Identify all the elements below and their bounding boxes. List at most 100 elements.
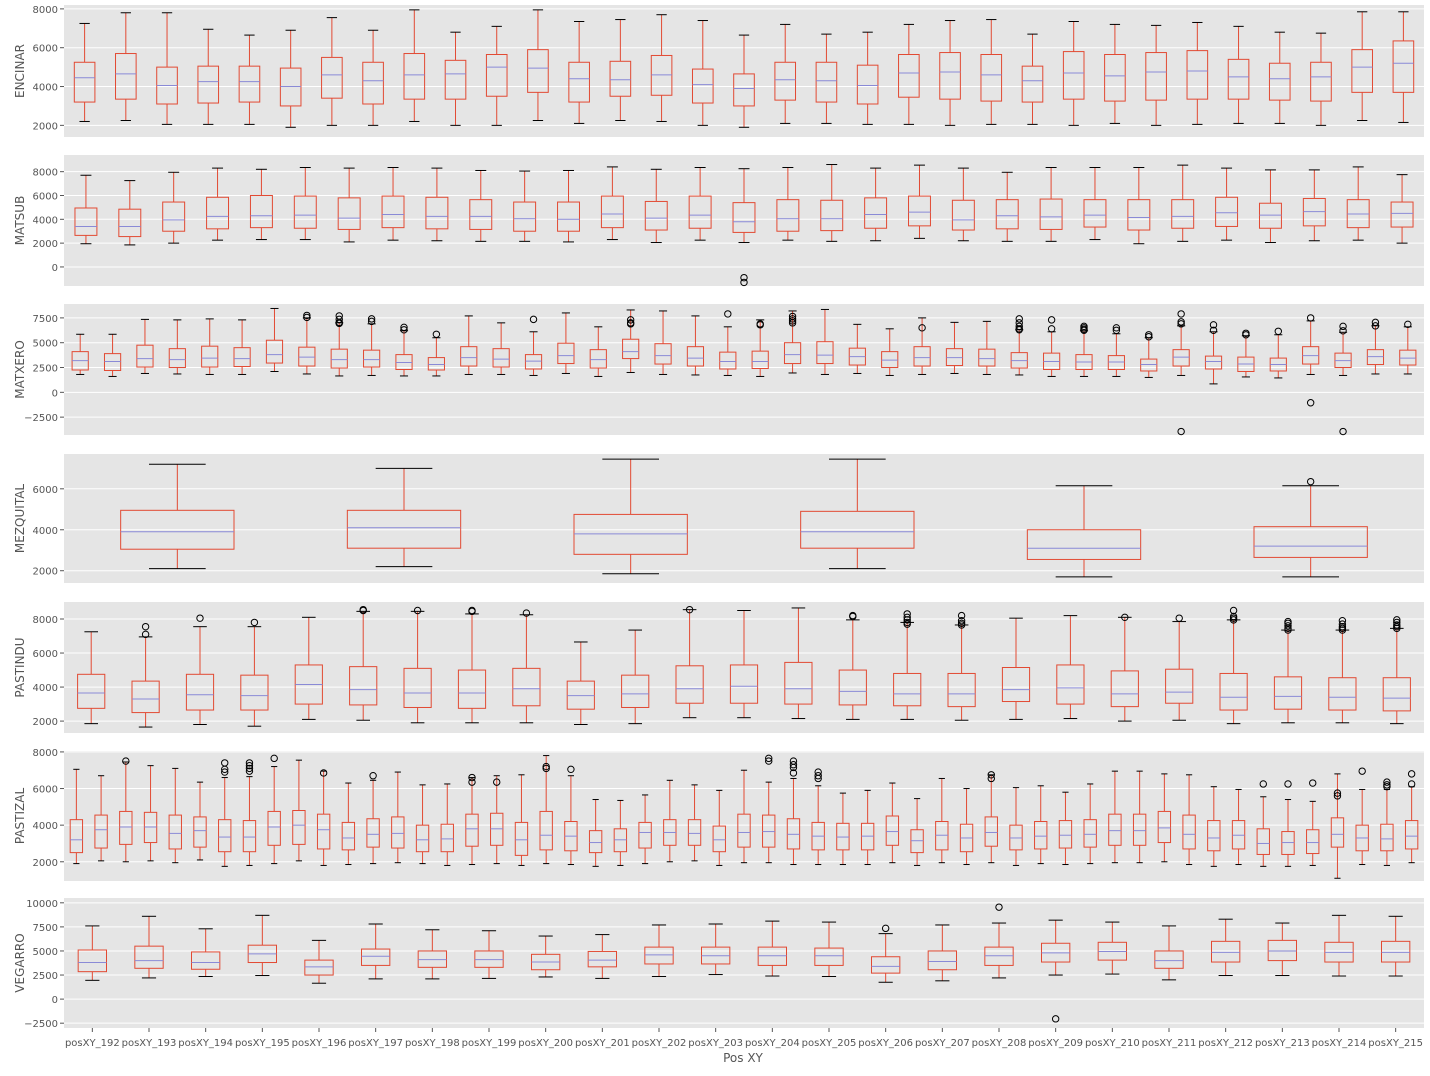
box-body [514, 821, 529, 856]
box-body [293, 195, 317, 229]
box-body [185, 673, 215, 711]
outlier-point [1274, 327, 1282, 335]
y-tick-label: 5000 [33, 339, 58, 350]
outlier-point [369, 772, 377, 780]
box-36 [959, 788, 974, 866]
box-10 [316, 770, 331, 866]
box-28 [762, 781, 776, 864]
outlier-point [413, 606, 422, 615]
box-body [366, 818, 380, 848]
box-32 [860, 789, 875, 866]
outlier-point [1383, 778, 1391, 786]
x-tick-label: posXY_193 [122, 1038, 177, 1049]
x-tick-label: posXY_207 [915, 1038, 970, 1049]
outlier-point [788, 319, 797, 327]
box-body [814, 947, 844, 966]
box-6 [321, 17, 343, 126]
box-16 [947, 624, 976, 721]
box-15 [732, 168, 756, 244]
box-30 [1310, 32, 1332, 126]
box-38 [1009, 787, 1023, 866]
box-19 [908, 164, 931, 239]
box-body [820, 199, 844, 232]
box-5 [193, 781, 207, 861]
box-18 [514, 774, 529, 866]
box-18 [1056, 615, 1085, 720]
box-22 [1324, 914, 1354, 977]
x-tick-label: posXY_199 [462, 1038, 517, 1049]
box-0 [71, 333, 89, 375]
outlier-point [1177, 427, 1185, 436]
outlier-point [245, 764, 254, 773]
y-tick-label: 6000 [33, 785, 58, 796]
x-tick-label: posXY_212 [1198, 1038, 1253, 1049]
box-15 [440, 783, 454, 866]
outlier-point [1393, 624, 1401, 633]
box-17 [490, 775, 504, 865]
box-body [856, 64, 879, 105]
x-tick-label: posXY_200 [518, 1038, 573, 1049]
box-2 [136, 318, 154, 374]
box-29 [1010, 329, 1028, 376]
panel-matsub: 0 2000 4000 6000 8000 MATSUB [13, 155, 1424, 287]
box-43 [1132, 770, 1147, 864]
box-body [1219, 672, 1248, 711]
outlier-point [270, 754, 278, 763]
outlier-point [849, 612, 857, 621]
box-29 [786, 777, 801, 866]
box-body [94, 814, 108, 849]
box-25 [881, 328, 899, 376]
box-2 [156, 12, 178, 125]
box-body [621, 674, 650, 708]
box-body [1382, 677, 1411, 712]
box-body [1256, 828, 1270, 855]
box-body [1171, 199, 1195, 229]
x-tick-label: posXY_197 [348, 1038, 403, 1049]
outlier-point [1407, 770, 1416, 778]
box-body [712, 825, 726, 853]
outlier-point [740, 273, 748, 282]
y-tick-label: 8000 [33, 748, 58, 759]
box-9 [444, 31, 467, 126]
box-1 [103, 333, 122, 377]
box-7 [298, 317, 316, 375]
y-axis-label: MATXERO [13, 340, 27, 399]
box-11 [527, 9, 549, 121]
outlier-point [1015, 326, 1023, 334]
box-body [557, 201, 580, 232]
box-0 [77, 925, 107, 981]
box-1 [118, 180, 142, 246]
box-body [330, 348, 348, 369]
x-tick-label: posXY_214 [1312, 1038, 1367, 1049]
outlier-point [1229, 616, 1238, 624]
box-9 [292, 759, 306, 862]
box-36 [1237, 335, 1255, 378]
box-body [457, 669, 487, 709]
box-body [349, 666, 378, 706]
outlier-point [567, 765, 575, 774]
y-tick-label: 4000 [33, 215, 58, 226]
box-41 [1399, 326, 1417, 375]
y-tick-label: 2000 [33, 858, 58, 869]
box-body [168, 814, 182, 850]
box-4 [201, 318, 219, 375]
box-body [1330, 817, 1345, 848]
box-25 [1104, 23, 1126, 124]
box-body [947, 672, 976, 708]
y-tick-label: −2500 [24, 1019, 58, 1030]
box-body [1157, 810, 1172, 844]
box-body [893, 672, 922, 707]
box-40 [1058, 791, 1073, 866]
box-16 [776, 167, 800, 241]
outlier-point [400, 323, 408, 332]
box-body [1165, 668, 1194, 704]
box-body [675, 665, 704, 704]
outlier-point [196, 614, 204, 622]
box-body [644, 946, 674, 965]
box-body [427, 357, 445, 371]
box-body [267, 810, 281, 846]
y-tick-label: 7500 [33, 314, 58, 325]
box-28 [1302, 169, 1326, 242]
outlier-point [814, 774, 822, 783]
